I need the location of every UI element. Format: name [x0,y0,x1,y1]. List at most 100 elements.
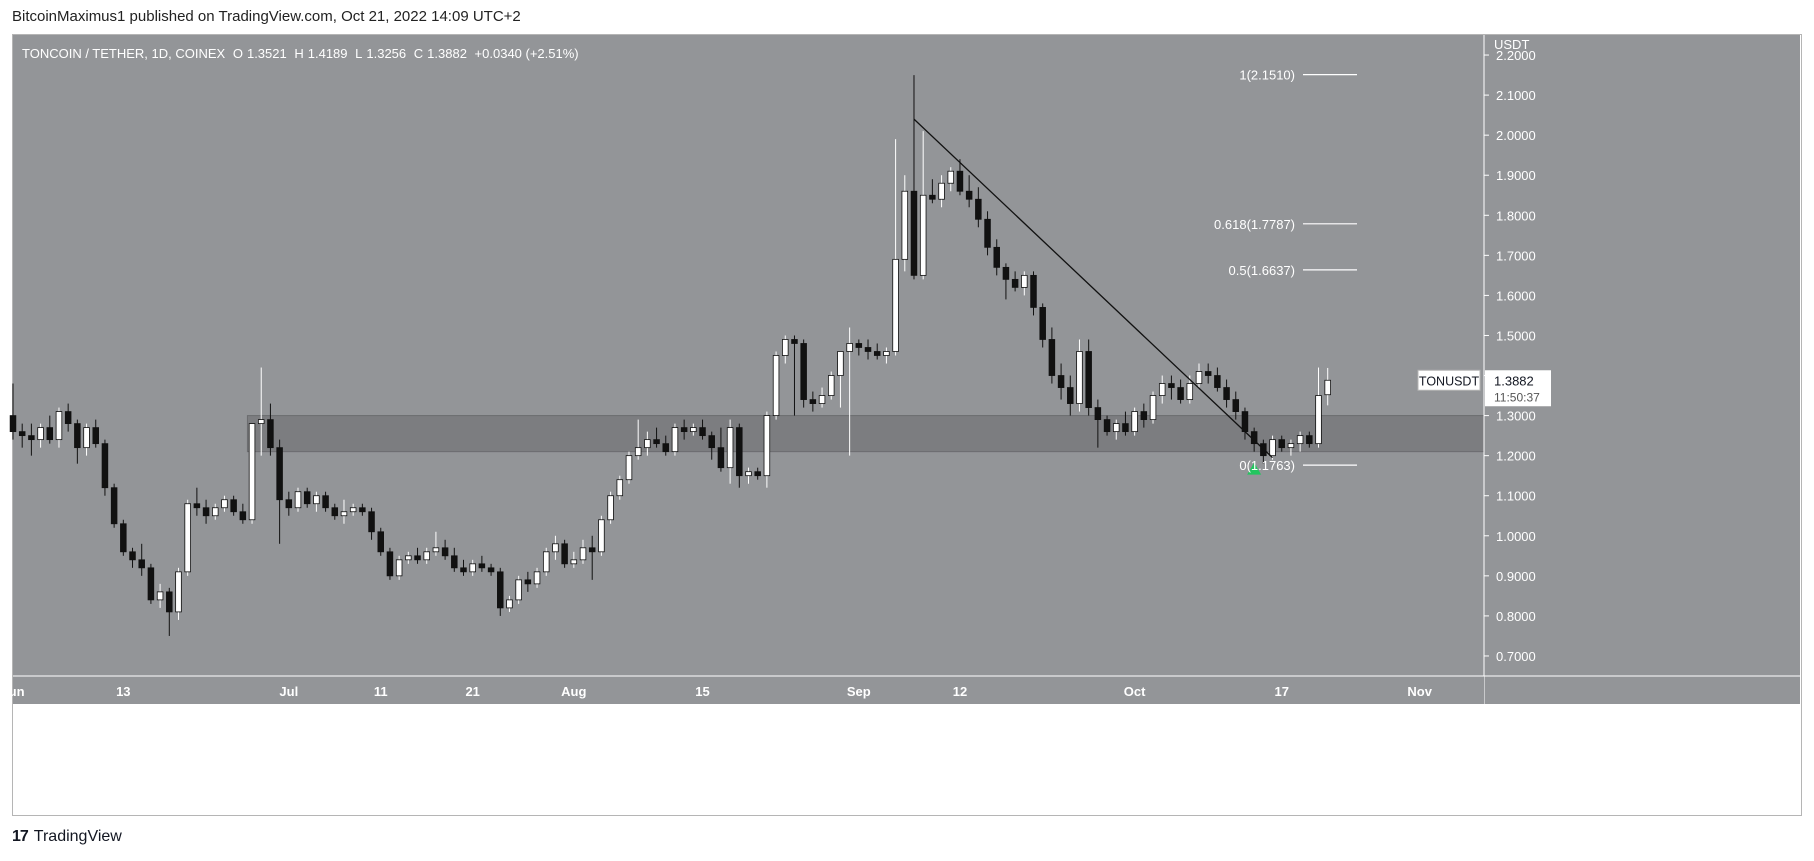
candle-body [1186,383,1194,400]
candle-body [37,427,44,441]
candle [1269,435,1276,460]
price-tick-label: 1.1000 [1496,489,1536,504]
candle-body [313,495,320,505]
candle [294,487,302,512]
candle-body [524,579,532,585]
candle-body [938,182,945,200]
legend-close: 1.3882 [427,46,467,61]
time-tick-label: 21 [465,684,479,699]
candle [607,491,614,524]
candle-body [28,435,35,441]
support-zone [246,415,1485,453]
candle-body [74,423,81,449]
price-axis[interactable]: 2.2000 2.1000 2.0000 1.9000 1.8000 1.7000 1.60… [1483,35,1800,704]
price-tag-countdown: 11:50:37 [1494,390,1540,404]
candle [1021,271,1028,296]
time-tick-label: 15 [695,684,709,699]
candle-body [368,511,375,533]
candle [846,327,853,456]
candle-body [690,427,697,433]
legend-symbol: TONCOIN / TETHER, 1D, COINEX [22,46,226,61]
candle [377,527,385,556]
candle-body [248,423,256,521]
candle-body [873,351,881,356]
candle-body [1278,439,1285,449]
candle-body [745,471,752,477]
candle [1131,407,1138,436]
candle-body [818,395,826,404]
candle-body [1204,371,1212,376]
price-axis-currency: USDT [1494,37,1529,52]
candle [1324,367,1331,406]
candle-body [110,487,118,525]
time-tick-label: Jun [1,684,24,699]
candle-body [184,503,191,573]
candle-body [616,479,624,497]
candle-body [1057,375,1065,388]
candle [873,343,881,360]
time-tick-label: Nov [1407,684,1432,699]
candle-body [1232,399,1240,412]
candle-body [441,547,449,557]
candle [303,487,311,508]
time-axis-background [13,676,1484,704]
candle [432,531,440,556]
candle [1149,391,1157,424]
candle-body [919,194,927,276]
candles-layer [9,75,1331,636]
candle [46,415,54,444]
candle-body [101,443,109,489]
candle [74,419,81,464]
candle-body [414,555,421,561]
candle-body [644,439,651,449]
candle [1223,379,1230,408]
candle [1112,419,1120,440]
candle [965,175,973,208]
candle-body [993,246,1000,268]
candle [910,75,918,280]
candle-body [349,507,357,513]
footer-brand[interactable]: 17 TradingView [12,828,122,846]
candle [1214,367,1221,392]
candle-body [487,567,495,573]
candle [395,555,403,580]
candle [791,335,798,416]
candle-body [1177,387,1184,400]
candle-body [497,571,504,609]
time-axis[interactable]: Jun 13 Jul 11 21 Aug 15 Sep 12 Oct 17 Nov [1,675,1800,704]
candle-body [129,551,136,561]
candle-body [965,190,973,200]
candle-body [1324,379,1331,396]
candle-body [175,571,182,613]
candle [763,411,771,488]
candle-body [1039,307,1046,340]
candle [947,167,955,192]
candle [487,563,495,576]
candle [156,583,164,608]
candle [1287,439,1295,456]
candle [552,535,559,560]
candle-body [202,507,210,517]
price-tag-layer: TONUSDT 1.3882 11:50:37 [1417,369,1551,407]
candle-body [166,591,173,613]
candle-body [221,499,228,509]
candle [892,139,899,356]
candle [506,595,513,612]
candle [975,187,982,228]
candle-body [1103,419,1111,433]
candle [469,559,476,576]
candle-body [331,507,339,517]
candle-body [763,415,771,477]
candle-body [18,431,26,437]
candle-body [809,399,817,404]
price-axis-background [1484,35,1800,704]
candle [451,547,458,572]
candle [441,539,449,560]
fib-levels-layer: 1(2.1510) 0.618(1.7787) 0.5(1.6637) 0(1.176… [1214,68,1357,473]
fib-level-label: 1(2.1510) [1239,68,1295,83]
candle-body [1021,274,1028,288]
candle [239,503,247,524]
trendline-layer [913,118,1273,475]
candle [1048,327,1056,384]
